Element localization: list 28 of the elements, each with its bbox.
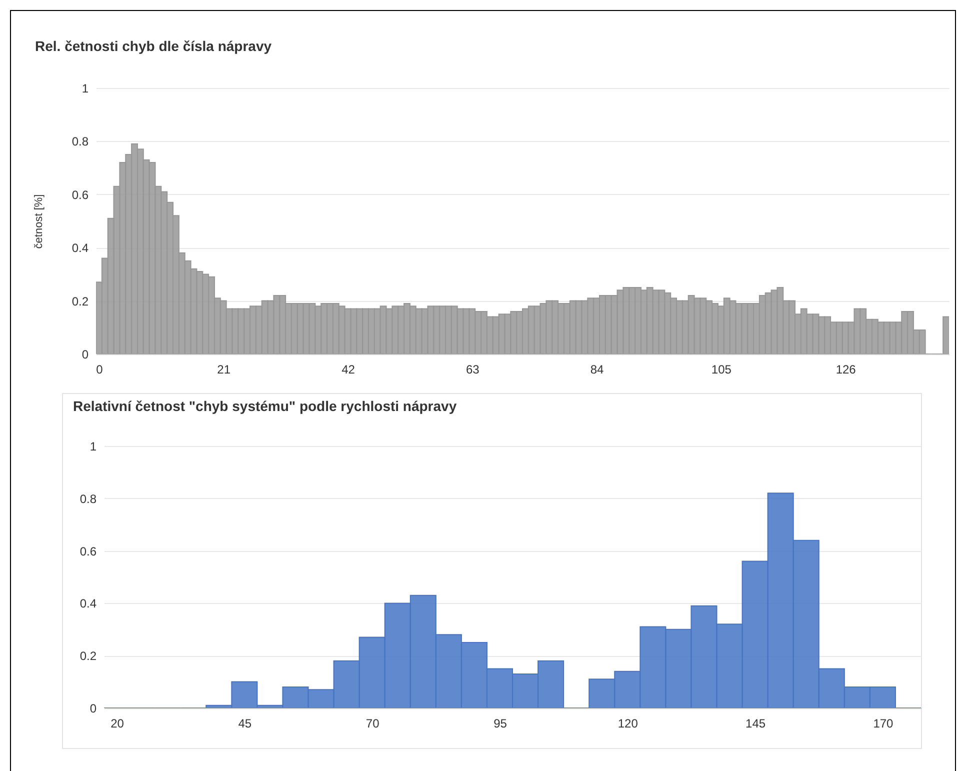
x-tick-label: 45 — [238, 716, 252, 730]
y-tick-label: 0.4 — [72, 241, 89, 256]
y-tick-label: 0.2 — [80, 649, 97, 664]
y-tick-label: 0.6 — [72, 188, 89, 202]
y-tick-label: 0.4 — [80, 596, 97, 611]
y-tick-label: 1 — [90, 440, 97, 454]
y-axis-title: četnost [%] — [32, 194, 45, 249]
chart-title: Relativní četnost "chyb systému" podle rychlosti nápravy — [73, 398, 457, 414]
y-tick-label: 0.8 — [80, 492, 97, 506]
x-tick-label: 70 — [366, 716, 380, 730]
x-tick-label: 105 — [711, 362, 732, 376]
x-tick-label: 95 — [494, 716, 508, 730]
x-tick-label: 170 — [873, 716, 894, 730]
y-tick-label: 0.6 — [80, 544, 97, 558]
x-tick-label: 84 — [590, 362, 604, 376]
x-tick-label: 63 — [466, 362, 480, 376]
y-tick-label: 1 — [82, 82, 89, 96]
y-tick-label: 0 — [82, 348, 89, 362]
y-tick-label: 0 — [90, 702, 97, 716]
x-tick-label: 21 — [217, 362, 231, 376]
x-tick-label: 126 — [836, 362, 856, 376]
y-tick-label: 0.8 — [72, 134, 89, 149]
x-tick-label: 120 — [618, 716, 638, 730]
x-tick-label: 145 — [746, 716, 766, 730]
x-tick-label: 20 — [110, 716, 124, 730]
y-tick-label: 0.2 — [72, 294, 89, 308]
chart-title: Rel. četnosti chyb dle čísla nápravy — [35, 38, 272, 54]
x-tick-label: 42 — [342, 362, 356, 376]
